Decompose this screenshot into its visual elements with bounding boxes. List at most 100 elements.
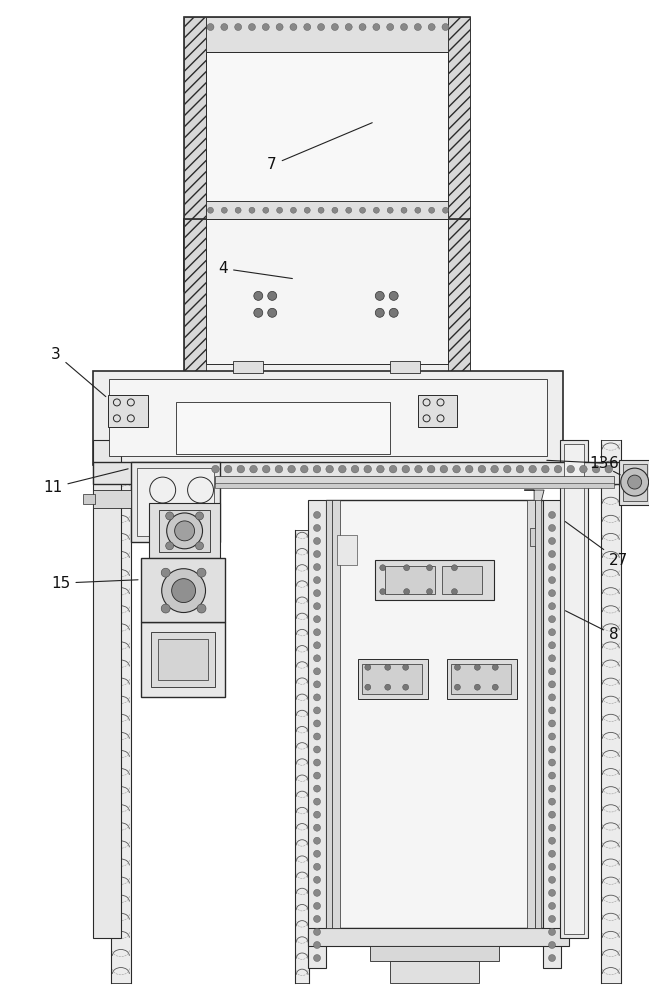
Bar	[183, 219, 471, 374]
Text: 13: 13	[589, 456, 620, 475]
Circle shape	[375, 291, 384, 300]
Circle shape	[313, 902, 320, 909]
Circle shape	[237, 465, 244, 473]
Text: 4: 4	[218, 261, 292, 279]
Circle shape	[549, 603, 556, 610]
Circle shape	[304, 207, 310, 213]
Circle shape	[549, 811, 556, 818]
Circle shape	[276, 24, 283, 31]
Circle shape	[428, 207, 435, 213]
Bar	[215, 483, 614, 488]
Circle shape	[415, 465, 422, 473]
Circle shape	[263, 465, 270, 473]
Circle shape	[313, 759, 320, 766]
Circle shape	[221, 24, 228, 31]
Circle shape	[313, 642, 320, 649]
Bar	[326, 500, 543, 928]
Bar	[601, 440, 621, 983]
Circle shape	[387, 24, 394, 31]
Bar	[131, 462, 220, 542]
Circle shape	[196, 542, 203, 550]
Circle shape	[426, 589, 432, 595]
Circle shape	[313, 837, 320, 844]
Circle shape	[389, 465, 397, 473]
Bar	[176, 402, 390, 454]
Bar	[109, 379, 547, 456]
Circle shape	[268, 308, 277, 317]
Circle shape	[427, 465, 435, 473]
Bar	[151, 632, 215, 687]
Circle shape	[359, 24, 366, 31]
Bar	[560, 440, 588, 938]
Circle shape	[414, 24, 421, 31]
Circle shape	[549, 902, 556, 909]
Circle shape	[375, 308, 384, 317]
Circle shape	[373, 207, 380, 213]
Circle shape	[339, 465, 346, 473]
Circle shape	[516, 465, 524, 473]
Bar	[308, 500, 326, 968]
Circle shape	[318, 24, 324, 31]
Circle shape	[549, 629, 556, 636]
Circle shape	[346, 207, 352, 213]
Text: 27: 27	[566, 522, 628, 568]
Circle shape	[222, 207, 227, 213]
Circle shape	[172, 579, 196, 603]
Circle shape	[263, 24, 269, 31]
Polygon shape	[524, 490, 544, 530]
Circle shape	[313, 720, 320, 727]
Circle shape	[426, 565, 432, 571]
Circle shape	[313, 655, 320, 662]
Circle shape	[175, 521, 194, 541]
Text: 15: 15	[51, 576, 138, 591]
Bar	[527, 500, 535, 928]
Circle shape	[400, 24, 408, 31]
Circle shape	[313, 798, 320, 805]
Circle shape	[549, 876, 556, 883]
Circle shape	[196, 512, 203, 520]
Circle shape	[313, 889, 320, 896]
Circle shape	[249, 207, 255, 213]
Circle shape	[313, 551, 320, 558]
Circle shape	[313, 955, 320, 962]
Circle shape	[549, 772, 556, 779]
Circle shape	[326, 465, 333, 473]
Circle shape	[254, 308, 263, 317]
Circle shape	[166, 512, 174, 520]
Text: 11: 11	[43, 469, 128, 495]
Circle shape	[385, 664, 391, 670]
Circle shape	[207, 24, 214, 31]
Circle shape	[628, 475, 642, 489]
Circle shape	[277, 207, 283, 213]
Circle shape	[313, 668, 320, 675]
Bar	[362, 664, 422, 694]
Text: 3: 3	[51, 347, 106, 397]
Circle shape	[254, 291, 263, 300]
Circle shape	[442, 24, 449, 31]
Circle shape	[345, 24, 352, 31]
Circle shape	[359, 207, 365, 213]
Circle shape	[453, 465, 460, 473]
Circle shape	[313, 511, 320, 518]
Circle shape	[313, 785, 320, 792]
Circle shape	[351, 465, 359, 473]
Circle shape	[549, 642, 556, 649]
Circle shape	[454, 684, 460, 690]
Circle shape	[554, 465, 562, 473]
Circle shape	[549, 511, 556, 518]
Circle shape	[428, 24, 435, 31]
Circle shape	[549, 577, 556, 584]
Circle shape	[549, 564, 556, 571]
Circle shape	[549, 707, 556, 714]
Circle shape	[549, 746, 556, 753]
Circle shape	[605, 465, 612, 473]
Circle shape	[313, 811, 320, 818]
Circle shape	[452, 589, 458, 595]
Bar	[158, 639, 209, 680]
Circle shape	[452, 565, 458, 571]
Bar	[215, 476, 614, 484]
Bar	[141, 558, 226, 622]
Bar	[564, 444, 584, 934]
Circle shape	[313, 538, 320, 544]
Circle shape	[549, 850, 556, 857]
